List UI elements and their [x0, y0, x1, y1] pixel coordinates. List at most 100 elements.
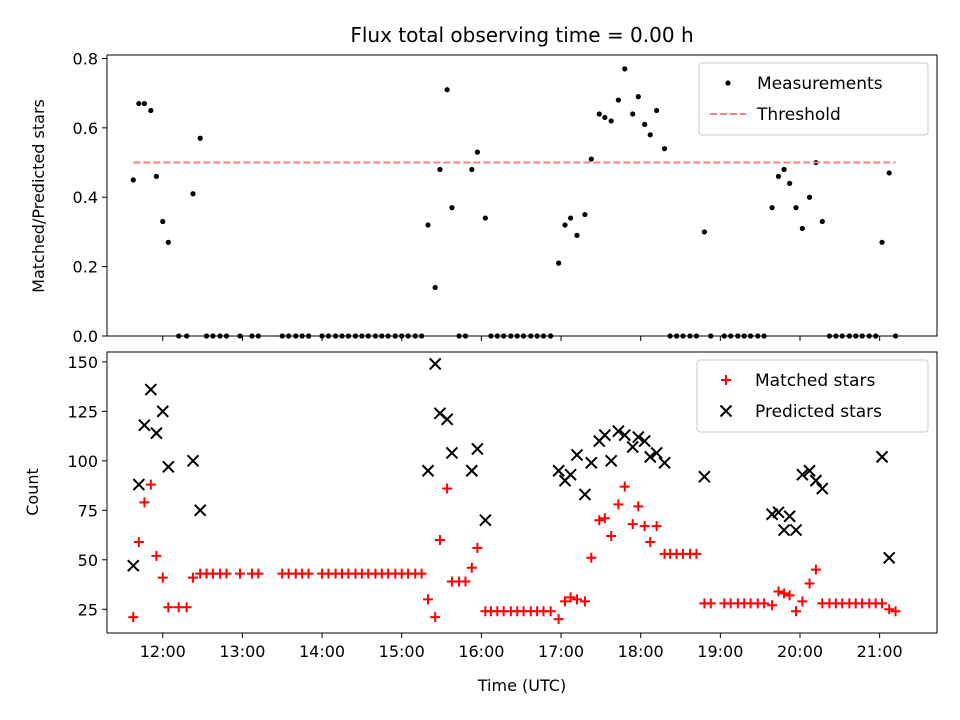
- matched-stars-point: [705, 598, 716, 609]
- measurements-point: [630, 111, 636, 117]
- predicted-stars-point: [809, 474, 823, 487]
- predicted-stars-point: [162, 460, 175, 473]
- legend-swatch-matched-stars: [721, 375, 731, 385]
- top-ytick-label: 0.6: [73, 119, 98, 138]
- matched-stars-point: [633, 501, 644, 512]
- bottom-ytick-label: 100: [67, 452, 98, 471]
- predicted-stars-point: [127, 559, 140, 572]
- measurements-point: [596, 111, 602, 117]
- predicted-stars-point: [564, 468, 577, 481]
- measurements-point: [608, 118, 614, 124]
- measurements-point: [136, 100, 142, 107]
- matched-stars-point: [586, 552, 597, 563]
- matched-stars-point: [181, 602, 192, 613]
- measurements-point: [635, 94, 641, 100]
- bottom-xtick-label: 20:00: [777, 642, 823, 661]
- matched-stars-point: [810, 564, 821, 575]
- predicted-stars-point: [585, 456, 598, 470]
- predicted-stars-point: [612, 424, 625, 438]
- matched-stars-point: [151, 550, 162, 561]
- matched-stars-point: [877, 598, 888, 609]
- matched-stars-point: [779, 588, 790, 599]
- measurements-point: [806, 194, 813, 200]
- matched-stars-point: [466, 562, 477, 573]
- bottom-axes-count: 25 50 75 100 125 150 12:00 13:00 14:00 15:00 16:00…: [23, 351, 938, 695]
- matched-stars-point: [651, 521, 662, 532]
- measurements-point: [819, 218, 825, 225]
- legend-swatch-predicted-stars: [719, 404, 733, 418]
- matched-stars-point: [691, 548, 702, 559]
- measurements-point: [582, 211, 588, 218]
- predicted-stars-point: [156, 405, 169, 418]
- top-ytick-label: 0.8: [73, 49, 98, 68]
- matched-stars-point: [253, 568, 264, 579]
- predicted-stars-point: [440, 413, 454, 426]
- matched-stars-point: [560, 596, 571, 607]
- matched-stars-point: [434, 534, 445, 545]
- matched-stars-point: [613, 499, 624, 510]
- matched-stars-point: [423, 594, 434, 605]
- bottom-ytick-label: 150: [67, 353, 98, 372]
- predicted-stars-point: [803, 464, 816, 477]
- x-axis-label: Time (UTC): [477, 676, 566, 695]
- matched-stars-point: [303, 568, 314, 579]
- chart-title: Flux total observing time = 0.00 h: [350, 23, 693, 47]
- measurements-point: [425, 222, 431, 228]
- matched-stars-point: [579, 596, 590, 607]
- predicted-stars-point: [772, 506, 785, 519]
- predicted-stars-point: [783, 510, 796, 523]
- predicted-stars-point: [777, 523, 791, 537]
- bottom-plot-marks: [127, 357, 901, 625]
- matched-stars-point: [472, 542, 483, 553]
- predicted-stars-point: [698, 470, 711, 483]
- matched-stars-point: [594, 515, 605, 526]
- predicted-stars-point: [465, 464, 479, 477]
- predicted-stars-point: [193, 504, 207, 517]
- measurements-point: [661, 146, 668, 152]
- top-ytick-label: 0.4: [73, 188, 98, 207]
- top-ytick-label: 0.2: [73, 258, 98, 277]
- bottom-xtick-label: 15:00: [379, 642, 425, 661]
- measurements-point: [130, 177, 136, 183]
- legend-label-matched-stars: Matched stars: [755, 371, 875, 391]
- matched-stars-point: [133, 536, 144, 547]
- bottom-xtick-label: 12:00: [140, 642, 186, 661]
- measurements-point: [444, 87, 450, 93]
- predicted-stars-point: [598, 428, 612, 442]
- matched-stars-point: [784, 590, 795, 601]
- matched-stars-point: [235, 568, 246, 579]
- measurements-point: [432, 284, 438, 291]
- matched-stars-point: [619, 481, 630, 492]
- measurements-point: [469, 166, 475, 173]
- predicted-stars-point: [632, 430, 645, 444]
- measurements-point: [781, 166, 787, 173]
- matched-stars-point: [460, 576, 471, 587]
- bottom-y-axis-label: Count: [23, 468, 42, 516]
- measurements-point: [190, 191, 196, 197]
- bottom-ytick-label: 125: [67, 402, 98, 421]
- predicted-stars-point: [570, 448, 584, 462]
- measurements-point: [775, 173, 782, 180]
- predicted-stars-point: [638, 434, 651, 448]
- measurements-point: [793, 205, 799, 211]
- predicted-stars-point: [552, 464, 565, 477]
- matched-stars-point: [639, 521, 650, 532]
- predicted-stars-point: [421, 464, 435, 477]
- matched-stars-point: [645, 536, 656, 547]
- bottom-xtick-label: 21:00: [857, 642, 903, 661]
- measurements-point: [141, 100, 148, 107]
- matched-stars-point: [188, 572, 199, 583]
- measurements-point: [197, 135, 203, 141]
- measurements-point: [799, 225, 805, 232]
- predicted-stars-point: [132, 478, 146, 491]
- measurements-point: [474, 149, 480, 155]
- bottom-xtick-label: 19:00: [697, 642, 743, 661]
- top-legend: Measurements Threshold: [698, 62, 929, 136]
- top-axes-frame: [106, 54, 938, 337]
- matched-stars-point: [767, 600, 778, 611]
- predicted-stars-point: [626, 440, 639, 454]
- top-ytick-label: 0.0: [73, 327, 98, 346]
- bottom-xtick-label: 17:00: [538, 642, 584, 661]
- measurements-point: [160, 218, 166, 225]
- matched-stars-point: [797, 596, 808, 607]
